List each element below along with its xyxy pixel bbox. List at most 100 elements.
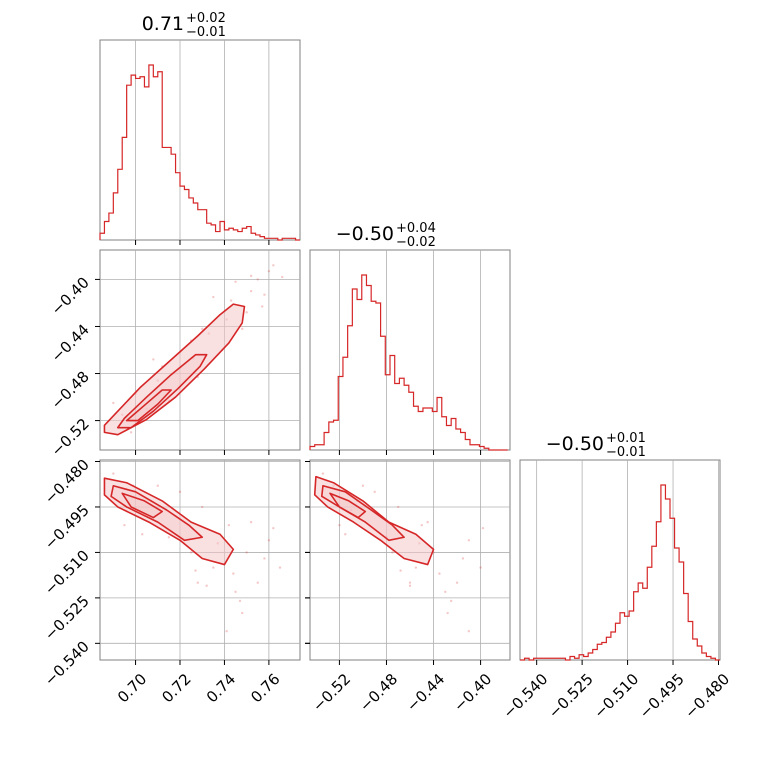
scatter-point-8 [263, 293, 266, 296]
panel-title-minus-p2: −0.01 [606, 445, 646, 460]
scatter-point-24 [141, 533, 144, 536]
y-tick-label-p2-2: −0.510 [41, 547, 93, 599]
scatter-point-14 [241, 611, 244, 615]
x-tick-label-p0-0: 0.70 [114, 670, 150, 706]
scatter-point-13 [397, 505, 400, 509]
scatter-point-17 [189, 551, 193, 554]
y-tick-label-p1-1: −0.48 [48, 368, 93, 413]
panel-title-value-p1: −0.50 [336, 223, 394, 245]
scatter-point-25 [438, 572, 441, 575]
scatter-point-25 [261, 305, 264, 308]
contour-level-0 [103, 303, 246, 436]
scatter-point-3 [234, 590, 237, 594]
y-tick-label-p2-0: −0.540 [41, 637, 93, 689]
x-tick-label-p1-1: −0.48 [356, 670, 401, 715]
scatter-point-6 [455, 581, 459, 584]
scatter-point-14 [446, 611, 449, 615]
scatter-point-3 [444, 590, 447, 594]
x-tick-label-p0-3: 0.76 [247, 670, 283, 706]
scatter-point-10 [420, 523, 423, 527]
contour-level-2 [329, 492, 367, 519]
scatter-point-11 [479, 566, 482, 569]
scatter-point-6 [256, 581, 259, 584]
scatter-point-5 [267, 539, 271, 542]
scatter-point-1 [178, 490, 182, 494]
scatter-point-26 [249, 274, 253, 278]
pair-panel-0-1 [95, 249, 301, 455]
scatter-point-0 [112, 472, 115, 475]
scatter-point-2 [256, 278, 259, 281]
panel-title-plus-p0: +0.02 [186, 11, 226, 26]
scatter-point-0 [321, 472, 325, 475]
contour-level-0 [103, 477, 235, 566]
scatter-point-29 [238, 599, 242, 603]
scatter-point-16 [272, 264, 275, 267]
x-tick-label-p1-2: −0.44 [403, 670, 448, 715]
scatter-point-18 [426, 520, 429, 524]
scatter-point-16 [338, 523, 341, 527]
scatter-point-15 [467, 630, 471, 633]
histogram-line-p1 [309, 274, 508, 451]
x-tick-label-p2-3: −0.495 [636, 670, 688, 722]
scatter-point-20 [408, 584, 412, 587]
scatter-point-24 [344, 533, 347, 536]
scatter-point-7 [212, 566, 215, 569]
histogram-p0 [99, 39, 301, 245]
scatter-point-12 [361, 484, 365, 487]
histogram-p1-frame [309, 249, 511, 451]
scatter-point-7 [267, 269, 271, 273]
histogram-p0-frame [99, 39, 301, 241]
y-tick-label-p2-1: −0.525 [41, 592, 93, 644]
pair-panel-1-2-frame [309, 459, 511, 661]
scatter-point-1 [249, 289, 253, 293]
scatter-point-2 [245, 551, 248, 554]
panel-title-plus-p1: +0.04 [396, 221, 436, 236]
histogram-p2 [519, 459, 721, 665]
x-tick-label-p1-3: −0.40 [450, 670, 495, 715]
scatter-point-15 [225, 630, 228, 633]
scatter-point-29 [201, 327, 204, 331]
pair-panel-0-2-frame [99, 459, 301, 661]
histogram-line-p2 [520, 484, 720, 661]
contour-level-1 [110, 484, 204, 542]
scatter-point-12 [112, 401, 115, 405]
scatter-point-4 [408, 581, 412, 584]
histogram-p2-frame [519, 459, 721, 661]
scatter-point-18 [249, 520, 253, 524]
panel-title-plus-p2: +0.01 [606, 431, 646, 446]
scatter-point-23 [229, 299, 233, 302]
scatter-point-28 [399, 569, 402, 572]
scatter-point-21 [461, 557, 465, 560]
scatter-point-21 [129, 431, 133, 434]
y-tick-label-p1-0: −0.52 [48, 415, 93, 460]
scatter-point-15 [245, 311, 248, 314]
x-tick-label-p2-4: −0.480 [681, 670, 733, 722]
panel-title-minus-p1: −0.02 [396, 235, 436, 250]
x-tick-label-p2-0: −0.540 [499, 670, 551, 722]
pair-panel-0-1-frame [99, 249, 301, 451]
y-tick-label-p2-4: −0.480 [41, 456, 93, 508]
x-tick-label-p2-1: −0.525 [545, 670, 597, 722]
scatter-point-17 [391, 551, 394, 554]
pair-panel-0-2 [95, 459, 301, 665]
scatter-point-17 [281, 275, 284, 279]
scatter-point-27 [152, 358, 155, 361]
scatter-point-12 [156, 484, 159, 487]
panel-title-value-p0: 0.71 [142, 13, 184, 35]
pair-panel-1-2 [305, 459, 511, 665]
scatter-point-26 [481, 526, 485, 530]
scatter-point-1 [373, 490, 376, 494]
panel-title-minus-p0: −0.01 [186, 25, 226, 40]
panel-title-value-p2: −0.50 [546, 433, 604, 455]
scatter-point-29 [449, 599, 453, 603]
scatter-point-26 [272, 526, 275, 530]
scatter-point-20 [205, 584, 208, 587]
y-tick-label-p2-3: −0.495 [41, 501, 93, 553]
contour-level-2 [125, 389, 172, 422]
histogram-p1 [309, 249, 511, 455]
x-tick-label-p2-2: −0.510 [590, 670, 642, 722]
scatter-point-16 [123, 523, 126, 527]
scatter-point-0 [212, 295, 215, 299]
histogram-line-p0 [99, 64, 300, 241]
